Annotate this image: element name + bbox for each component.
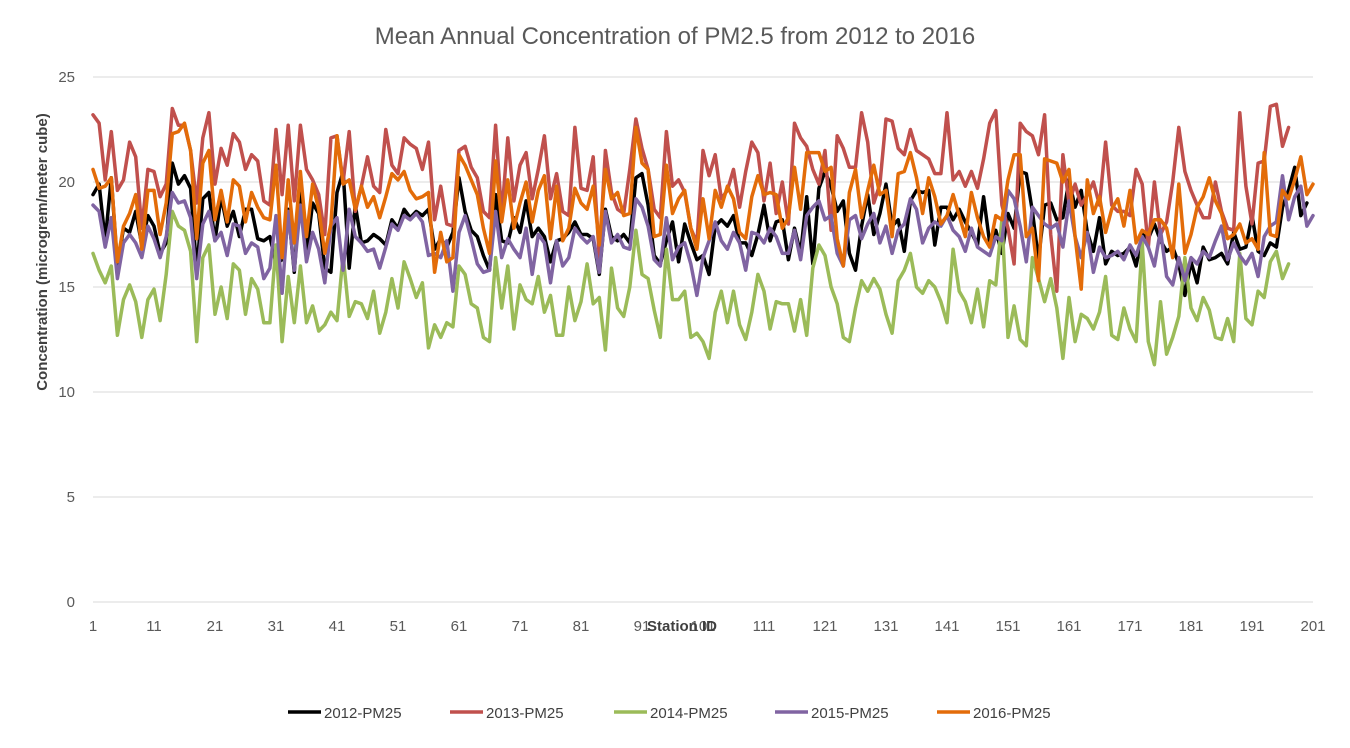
x-tick-label: 181 xyxy=(1178,618,1203,635)
legend: 2012-PM25 2013-PM25 2014-PM25 2015-PM25 2016… xyxy=(288,705,1051,722)
x-tick-label: 21 xyxy=(207,618,224,635)
y-axis-tick-labels: 0 5 10 15 20 25 xyxy=(58,69,75,611)
series-line-2014-PM25 xyxy=(91,209,1291,367)
x-tick-label: 31 xyxy=(268,618,285,635)
x-axis-tick-labels: 1 11 21 31 41 51 61 71 81 91 101 111 121 131 141 151 161… xyxy=(89,618,1326,635)
y-tick-label: 15 xyxy=(58,279,75,296)
x-tick-label: 131 xyxy=(873,618,898,635)
y-tick-label: 10 xyxy=(58,384,75,401)
legend-label: 2015-PM25 xyxy=(811,705,889,722)
x-tick-label: 101 xyxy=(690,618,715,635)
x-tick-label: 1 xyxy=(89,618,97,635)
legend-label: 2012-PM25 xyxy=(324,705,402,722)
x-tick-label: 111 xyxy=(753,618,776,635)
legend-label: 2014-PM25 xyxy=(650,705,728,722)
x-tick-label: 71 xyxy=(512,618,529,635)
y-axis-title: Concentration (microgrem/meter cube) xyxy=(34,113,51,391)
x-tick-label: 81 xyxy=(573,618,590,635)
legend-label: 2013-PM25 xyxy=(486,705,564,722)
x-tick-label: 121 xyxy=(812,618,837,635)
x-tick-label: 61 xyxy=(451,618,468,635)
y-tick-label: 25 xyxy=(58,69,75,86)
x-tick-label: 41 xyxy=(329,618,346,635)
series-line-2015-PM25 xyxy=(91,173,1315,298)
x-axis-title: Station ID xyxy=(647,618,717,635)
y-tick-label: 20 xyxy=(58,174,75,191)
x-tick-label: 191 xyxy=(1239,618,1264,635)
y-tick-label: 0 xyxy=(67,594,75,611)
gridlines xyxy=(93,76,1313,603)
chart-title: Mean Annual Concentration of PM2.5 from … xyxy=(375,23,975,50)
x-tick-label: 171 xyxy=(1117,618,1142,635)
series-line-2016-PM25 xyxy=(91,121,1315,291)
legend-label: 2016-PM25 xyxy=(973,705,1051,722)
x-tick-label: 51 xyxy=(390,618,407,635)
x-tick-label: 11 xyxy=(146,618,162,635)
x-tick-label: 201 xyxy=(1300,618,1325,635)
x-tick-label: 161 xyxy=(1056,618,1081,635)
series-lines xyxy=(91,102,1315,367)
x-tick-label: 91 xyxy=(634,618,651,635)
y-tick-label: 5 xyxy=(67,489,75,506)
x-tick-label: 151 xyxy=(995,618,1020,635)
x-tick-label: 141 xyxy=(934,618,959,635)
